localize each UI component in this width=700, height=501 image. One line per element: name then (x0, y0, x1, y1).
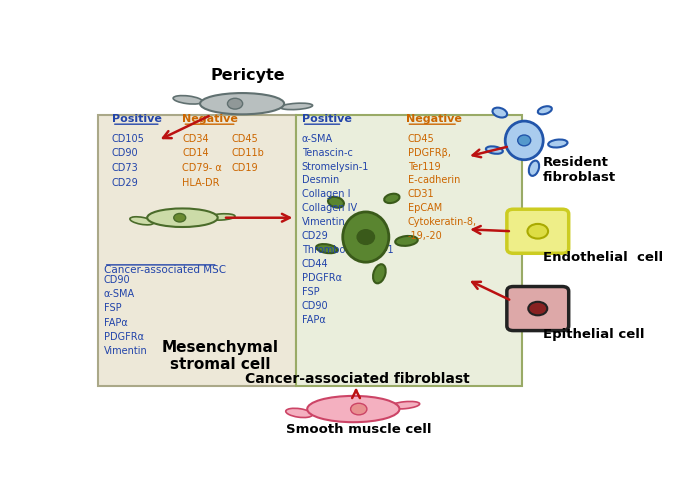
Text: -19,-20: -19,-20 (407, 230, 442, 240)
Ellipse shape (384, 194, 400, 204)
FancyBboxPatch shape (98, 116, 296, 386)
Ellipse shape (173, 96, 202, 105)
Text: CD79- α: CD79- α (183, 163, 222, 173)
Text: CD105: CD105 (112, 133, 145, 143)
Ellipse shape (200, 94, 284, 115)
Ellipse shape (307, 396, 400, 422)
Text: CD14: CD14 (183, 148, 209, 158)
Ellipse shape (280, 104, 313, 110)
Ellipse shape (343, 212, 389, 263)
Text: α-SMA: α-SMA (302, 133, 333, 143)
Text: Stromelysin-1: Stromelysin-1 (302, 161, 369, 171)
Text: FSP: FSP (104, 303, 121, 313)
Ellipse shape (505, 122, 543, 160)
Text: FAPα: FAPα (302, 314, 326, 324)
Ellipse shape (548, 140, 568, 148)
Text: CD44: CD44 (302, 259, 328, 269)
Ellipse shape (390, 402, 420, 409)
Ellipse shape (130, 217, 153, 225)
Text: CD73: CD73 (112, 163, 139, 173)
Ellipse shape (316, 244, 337, 254)
Text: Cancer-associated fibroblast: Cancer-associated fibroblast (245, 371, 470, 385)
Text: CD34: CD34 (183, 133, 209, 143)
Text: PDGFRα: PDGFRα (104, 331, 144, 341)
Text: Negative: Negative (183, 114, 238, 124)
Text: Epithelial cell: Epithelial cell (543, 328, 645, 341)
Ellipse shape (528, 302, 547, 316)
Text: CD31: CD31 (407, 189, 434, 199)
Text: Collagen IV: Collagen IV (302, 203, 357, 213)
Ellipse shape (493, 108, 507, 118)
Ellipse shape (286, 408, 312, 418)
Ellipse shape (395, 236, 418, 246)
Text: CD29: CD29 (112, 177, 139, 187)
FancyBboxPatch shape (296, 116, 522, 386)
Ellipse shape (518, 136, 531, 146)
Text: E-cadherin: E-cadherin (407, 175, 460, 185)
Text: α-SMA: α-SMA (104, 289, 135, 299)
Text: Pericyte: Pericyte (210, 68, 285, 83)
Text: HLA-DR: HLA-DR (183, 177, 220, 187)
Text: Negative: Negative (407, 114, 463, 124)
Text: Positive: Positive (302, 114, 351, 124)
Ellipse shape (208, 214, 235, 221)
Ellipse shape (373, 265, 386, 284)
Text: Cancer-associated MSC: Cancer-associated MSC (104, 265, 226, 275)
Text: Desmin: Desmin (302, 175, 339, 185)
Text: Positive: Positive (112, 114, 162, 124)
Text: Vimentin: Vimentin (302, 217, 346, 227)
Text: Smooth muscle cell: Smooth muscle cell (286, 422, 431, 435)
Ellipse shape (538, 107, 552, 115)
Text: CD90: CD90 (112, 148, 139, 158)
FancyBboxPatch shape (507, 287, 568, 331)
Text: PDGFRβ,: PDGFRβ, (407, 147, 451, 157)
FancyBboxPatch shape (507, 210, 568, 254)
Text: CD11b: CD11b (231, 148, 264, 158)
Text: Endothelial  cell: Endothelial cell (543, 250, 664, 264)
Text: CD45: CD45 (231, 133, 258, 143)
Text: CD90: CD90 (104, 274, 130, 284)
Ellipse shape (357, 230, 374, 245)
Text: Mesenchymal
stromal cell: Mesenchymal stromal cell (162, 339, 279, 371)
Ellipse shape (351, 403, 367, 415)
Text: Vimentin: Vimentin (104, 346, 148, 356)
Ellipse shape (228, 99, 243, 110)
Text: CD90: CD90 (302, 300, 328, 310)
Text: Cytokeratin-8,: Cytokeratin-8, (407, 217, 477, 227)
Text: Thrombospondin-1: Thrombospondin-1 (302, 244, 393, 255)
Text: PDGFRα: PDGFRα (302, 272, 342, 282)
Text: Collagen I: Collagen I (302, 189, 350, 199)
Text: FAPα: FAPα (104, 317, 127, 327)
Text: CD29: CD29 (302, 230, 328, 240)
Ellipse shape (328, 197, 344, 208)
Text: CD45: CD45 (407, 133, 434, 143)
Ellipse shape (528, 161, 539, 176)
Text: Resident
fibroblast: Resident fibroblast (543, 156, 616, 184)
Text: Tenascin-c: Tenascin-c (302, 147, 353, 157)
Ellipse shape (174, 214, 186, 222)
Text: Ter119: Ter119 (407, 161, 440, 171)
Text: FSP: FSP (302, 286, 319, 296)
Text: EpCAM: EpCAM (407, 203, 442, 213)
Ellipse shape (147, 209, 218, 227)
Ellipse shape (486, 147, 503, 154)
Text: CD19: CD19 (231, 163, 258, 173)
Ellipse shape (528, 224, 548, 239)
